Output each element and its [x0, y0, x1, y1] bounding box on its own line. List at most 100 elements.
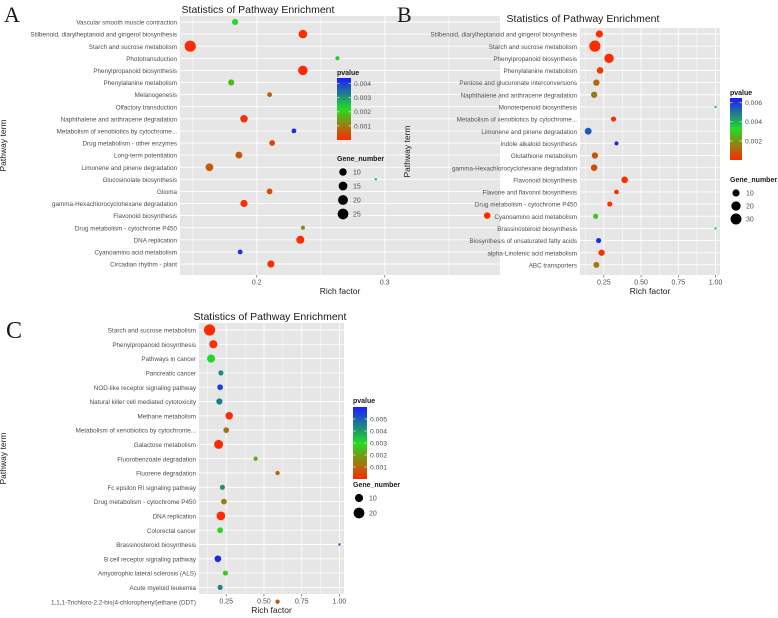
data-point: [231, 18, 239, 26]
data-point: [335, 56, 340, 61]
data-point: [267, 92, 272, 97]
y-tick-label: alpha-Linolenic acid metabolism: [487, 250, 577, 257]
pvalue-legend-label: 0.004: [370, 428, 387, 435]
x-tick-label: 1.00: [709, 280, 723, 287]
pvalue-legend-label: 0.003: [370, 440, 387, 447]
data-point: [217, 527, 224, 534]
x-tick-label: 0.25: [219, 599, 233, 606]
gene-legend-label: 25: [353, 212, 361, 219]
x-tick-label: 0.75: [295, 599, 309, 606]
y-tick-label: Long-term potentiation: [114, 153, 178, 160]
y-tick-label: Monoterpenoid biosynthesis: [499, 105, 577, 112]
x-axis-label: Rich factor: [251, 605, 292, 615]
x-axis-label: Rich factor: [320, 286, 361, 296]
data-point: [235, 151, 243, 159]
data-point: [714, 105, 717, 109]
data-point: [604, 53, 614, 64]
y-tick-label: Brassinosteroid biosynthesis: [497, 226, 577, 233]
pvalue-legend-title: pvalue: [353, 398, 375, 405]
data-point: [714, 227, 717, 230]
pvalue-legend-label: 0.002: [370, 452, 387, 459]
gene-legend-dot: [339, 168, 347, 176]
x-tick-label: 0.3: [380, 280, 390, 287]
gene-legend-label: 20: [746, 204, 754, 211]
y-tick-label: Naphthalene and anthracene degradation: [461, 92, 578, 99]
y-tick-label: ABC transporters: [529, 262, 577, 269]
pvalue-legend-label: 0.006: [745, 100, 762, 107]
x-tick-label: 1.00: [333, 599, 347, 606]
panel-a: A Statistics of Pathway Enrichment Vascula…: [0, 2, 500, 296]
y-tick-label: Starch and sucrose metabolism: [108, 328, 196, 335]
data-point: [298, 29, 308, 39]
data-point: [595, 30, 603, 38]
gene-legend-dot: [731, 201, 741, 211]
gene-legend-label: 20: [369, 511, 377, 518]
data-point: [589, 40, 601, 52]
gene-legend-label: 10: [353, 170, 361, 177]
panel-letter: B: [397, 2, 412, 27]
data-point: [598, 249, 605, 256]
y-tick-label: Methane metabolism: [138, 413, 196, 420]
data-point: [596, 67, 604, 74]
data-point: [205, 163, 214, 172]
y-tick-label: Phenylpropanoid biosynthesis: [493, 56, 577, 63]
gene-legend-label: 20: [353, 198, 361, 205]
data-point: [184, 40, 196, 52]
pvalue-colorbar: [353, 407, 367, 479]
y-tick-label: Drug metabolism - other enzymes: [83, 141, 178, 148]
data-point: [209, 340, 218, 349]
data-point: [253, 456, 258, 461]
pvalue-legend-label: 0.005: [370, 416, 387, 423]
data-point: [591, 152, 599, 159]
y-tick-label: Amyotrophic lateral sclerosis (ALS): [98, 571, 196, 578]
y-tick-label: Circadian rhythm - plant: [110, 262, 177, 269]
x-axis-label: Rich factor: [630, 286, 671, 296]
plot-background: [180, 16, 500, 275]
pvalue-legend-title: pvalue: [730, 90, 752, 97]
pvalue-legend-label: 0.004: [745, 119, 762, 126]
data-point: [621, 176, 628, 184]
pvalue-colorbar: [730, 98, 742, 160]
y-tick-label: Colorectal cancer: [147, 528, 196, 535]
data-point: [266, 188, 273, 195]
data-point: [593, 213, 599, 219]
y-tick-label: Limonene and pinene degradation: [81, 165, 177, 172]
y-tick-label: Phenylpropanoid biosynthesis: [93, 68, 177, 75]
data-point: [590, 164, 598, 171]
data-point: [203, 324, 216, 336]
y-tick-label: Drug metabolism - cytochrome P450: [475, 202, 578, 209]
gene-legend-title: Gene_number: [353, 482, 400, 489]
y-tick-label: gamma-Hexachlorocyclohexane degradation: [52, 201, 177, 208]
y-axis-label: Pathway term: [0, 120, 8, 172]
data-point: [614, 189, 619, 195]
data-point: [225, 412, 233, 420]
y-tick-label: Stilbenoid, diarylheptanoid and gingerol…: [30, 32, 177, 39]
data-point: [219, 484, 225, 490]
y-tick-label: Phenylalanine metabolism: [103, 80, 177, 87]
pvalue-legend-label: 0.001: [370, 464, 387, 471]
y-tick-label: Fc epsilon RI signaling pathway: [107, 485, 196, 492]
gene-legend-label: 10: [369, 496, 377, 503]
data-point: [214, 439, 224, 449]
y-tick-label: Natural killer cell mediated cytotoxicit…: [90, 399, 197, 406]
gene-legend-title: Gene_number: [730, 177, 777, 184]
y-tick-label: gamma-Hexachlorocyclohexane degradation: [452, 165, 577, 172]
panel-b: B Statistics of Pathway Enrichment Stilben…: [397, 2, 777, 296]
pvalue-colorbar: [337, 78, 351, 140]
y-tick-label: Indole alkaloid biosynthesis: [500, 141, 577, 148]
y-tick-label: 1,1,1-Trichloro-2,2-bis(4-chlorophenyl)e…: [51, 599, 196, 606]
data-point: [207, 354, 216, 363]
data-point: [338, 543, 341, 546]
y-tick-label: Starch and sucrose metabolism: [489, 44, 577, 51]
gene-legend-dot: [353, 507, 365, 519]
y-axis-label: Pathway term: [0, 433, 8, 485]
y-tick-label: Glioma: [157, 189, 177, 196]
data-point: [593, 79, 600, 86]
gene-legend-dot: [354, 493, 364, 503]
pvalue-legend-label: 0.002: [745, 138, 762, 145]
panel-c: C Statistics of Pathway Enrichment Starch …: [0, 311, 400, 615]
data-point: [610, 116, 617, 122]
gene-legend-dot: [338, 195, 348, 205]
y-tick-label: Cyanoamino acid metabolism: [94, 250, 177, 257]
y-tick-label: B cell receptor signaling pathway: [104, 556, 197, 563]
